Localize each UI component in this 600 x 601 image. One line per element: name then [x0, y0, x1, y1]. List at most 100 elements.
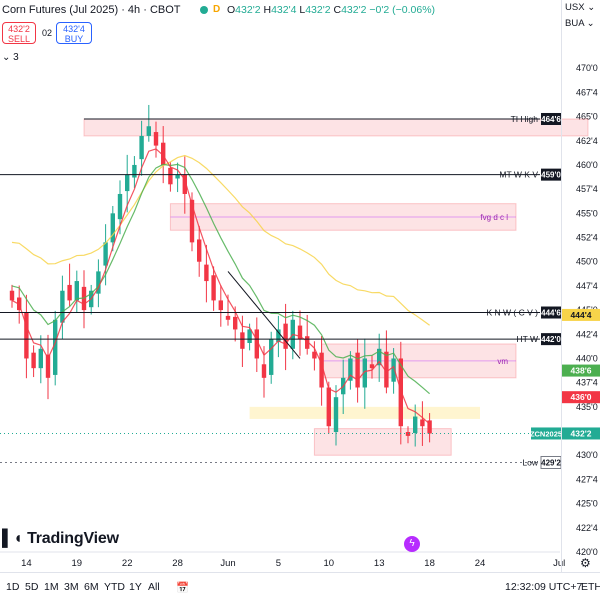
candle-body	[240, 332, 245, 349]
candle-body	[254, 329, 259, 359]
candle-body	[74, 281, 79, 301]
ohlc-change: −0'2 (−0.06%)	[369, 4, 436, 16]
timeframe-1m[interactable]: 1M	[44, 581, 59, 593]
candle-body	[247, 329, 252, 343]
candle-body	[103, 242, 108, 266]
candle-body	[420, 419, 425, 427]
level-label: K N W ( C V )	[487, 308, 539, 318]
x-tick-label: 18	[424, 558, 435, 569]
x-tick-label: 22	[122, 558, 133, 569]
sell-button[interactable]: 432'2 SELL	[2, 22, 36, 44]
zone-label: fvg d c l	[480, 213, 508, 222]
date-range-icon[interactable]: 📅	[176, 582, 190, 594]
candle-body	[218, 300, 223, 311]
candle-body	[45, 354, 51, 378]
symbol-title[interactable]: Corn Futures (Jul 2025) · 4h · CBOT	[2, 4, 181, 16]
x-tick-label: 5	[276, 558, 281, 569]
candle-body	[125, 174, 130, 192]
candle-body	[53, 319, 58, 375]
spread-value: 02	[42, 28, 53, 38]
ohlc-open: 432'2	[235, 4, 261, 16]
x-tick-label: 24	[475, 558, 486, 569]
candle-body	[326, 387, 331, 427]
candle-body	[189, 199, 195, 243]
candle-body	[161, 142, 166, 165]
candle-body	[333, 397, 339, 433]
timeframe-6m[interactable]: 6M	[84, 581, 99, 593]
indicators-collapse-toggle[interactable]: ⌄ 3	[2, 52, 19, 63]
candle-body	[297, 325, 303, 340]
candle-body	[269, 339, 274, 375]
x-tick-label: Jul	[553, 558, 565, 569]
candle-body	[391, 358, 396, 382]
buy-button[interactable]: 432'4 BUY	[56, 22, 92, 44]
y-tick-label: 420'0	[576, 547, 598, 557]
candle-body	[139, 135, 144, 160]
indicator-count: 3	[13, 52, 19, 63]
y-tick-label: 430'0	[576, 450, 598, 460]
x-tick-label: 19	[72, 558, 83, 569]
candle-body	[60, 290, 65, 323]
candle-body	[348, 358, 353, 381]
level-price-label: 459'0	[541, 171, 561, 180]
delay-badge: D	[213, 4, 221, 15]
axis-price-label: 436'0	[571, 392, 592, 402]
settings-icon[interactable]: ⚙	[580, 556, 591, 570]
buy-price: 432'4	[63, 24, 85, 34]
candle-body	[355, 352, 360, 388]
ohlc-high: 432'4	[271, 4, 297, 16]
currency-selector[interactable]: USX ⌄	[565, 0, 600, 16]
timeframe-ytd[interactable]: YTD	[104, 581, 125, 593]
y-tick-label: 437'4	[576, 378, 598, 388]
supply-demand-zone	[169, 203, 517, 231]
y-tick-label: 447'4	[576, 281, 598, 291]
unit-label: BUA	[565, 18, 585, 29]
sell-label: SELL	[7, 34, 31, 44]
y-tick-label: 467'4	[576, 87, 598, 97]
price-chart[interactable]: 470'0 467'4 465'0 462'4 460'0 457'4 455'0 452'4…	[0, 0, 600, 572]
replay-icon[interactable]: ϟ	[404, 536, 420, 552]
candle-body	[225, 315, 231, 320]
chevron-down-icon: ⌄	[586, 18, 595, 29]
level-price-tag	[541, 168, 561, 181]
ohlc-open-label: O	[227, 4, 236, 16]
candle-body	[132, 164, 137, 178]
bottom-toolbar: 1D 5D 1M 3M 6M YTD 1Y All 📅 12:32:09 UTC…	[0, 572, 600, 601]
y-tick-label: 465'0	[576, 112, 598, 122]
timeframe-5d[interactable]: 5D	[25, 581, 39, 593]
timeframe-1d[interactable]: 1D	[6, 581, 20, 593]
y-tick-label: 455'0	[576, 208, 598, 218]
y-tick-label: 422'4	[576, 523, 598, 533]
timeframe-1y[interactable]: 1Y	[129, 581, 142, 593]
y-tick-label: 460'0	[576, 160, 598, 170]
x-tick-label: Jun	[220, 558, 235, 569]
price-scale-header: USX ⌄ BUA ⌄	[565, 0, 600, 32]
y-tick-label: 442'4	[576, 329, 598, 339]
unit-selector[interactable]: BUA ⌄	[565, 16, 600, 32]
candle-body	[369, 364, 375, 369]
buy-label: BUY	[64, 34, 84, 44]
clock[interactable]: 12:32:09 UTC+7	[505, 581, 583, 593]
y-tick-label: 457'4	[576, 184, 598, 194]
candle-body	[312, 351, 317, 359]
axis-price-tag	[562, 427, 600, 440]
tradingview-logo[interactable]: ▌◖ TradingView	[2, 530, 119, 548]
x-tick-label: 13	[374, 558, 385, 569]
ohlc-values: O432'2 H432'4 L432'2 C432'2 −0'2 (−0.06%…	[227, 4, 435, 16]
ema-fast-line	[11, 148, 430, 425]
candle-body	[319, 352, 324, 388]
timeframe-all[interactable]: All	[148, 581, 160, 593]
level-price-tag	[541, 306, 561, 319]
candle-body	[211, 275, 216, 301]
timeframe-3m[interactable]: 3M	[64, 581, 79, 593]
level-label: MT W K V	[499, 170, 538, 180]
market-open-icon	[200, 6, 208, 14]
candle-body	[117, 193, 123, 220]
ohlc-low: 432'2	[305, 4, 331, 16]
tv-logo-icon: ▌◖	[2, 530, 23, 547]
candle-body	[384, 351, 389, 388]
candle-body	[276, 329, 281, 343]
candle-body	[182, 174, 187, 194]
session-toggle[interactable]: ETH	[581, 581, 600, 593]
ohlc-close: 432'2	[341, 4, 367, 16]
